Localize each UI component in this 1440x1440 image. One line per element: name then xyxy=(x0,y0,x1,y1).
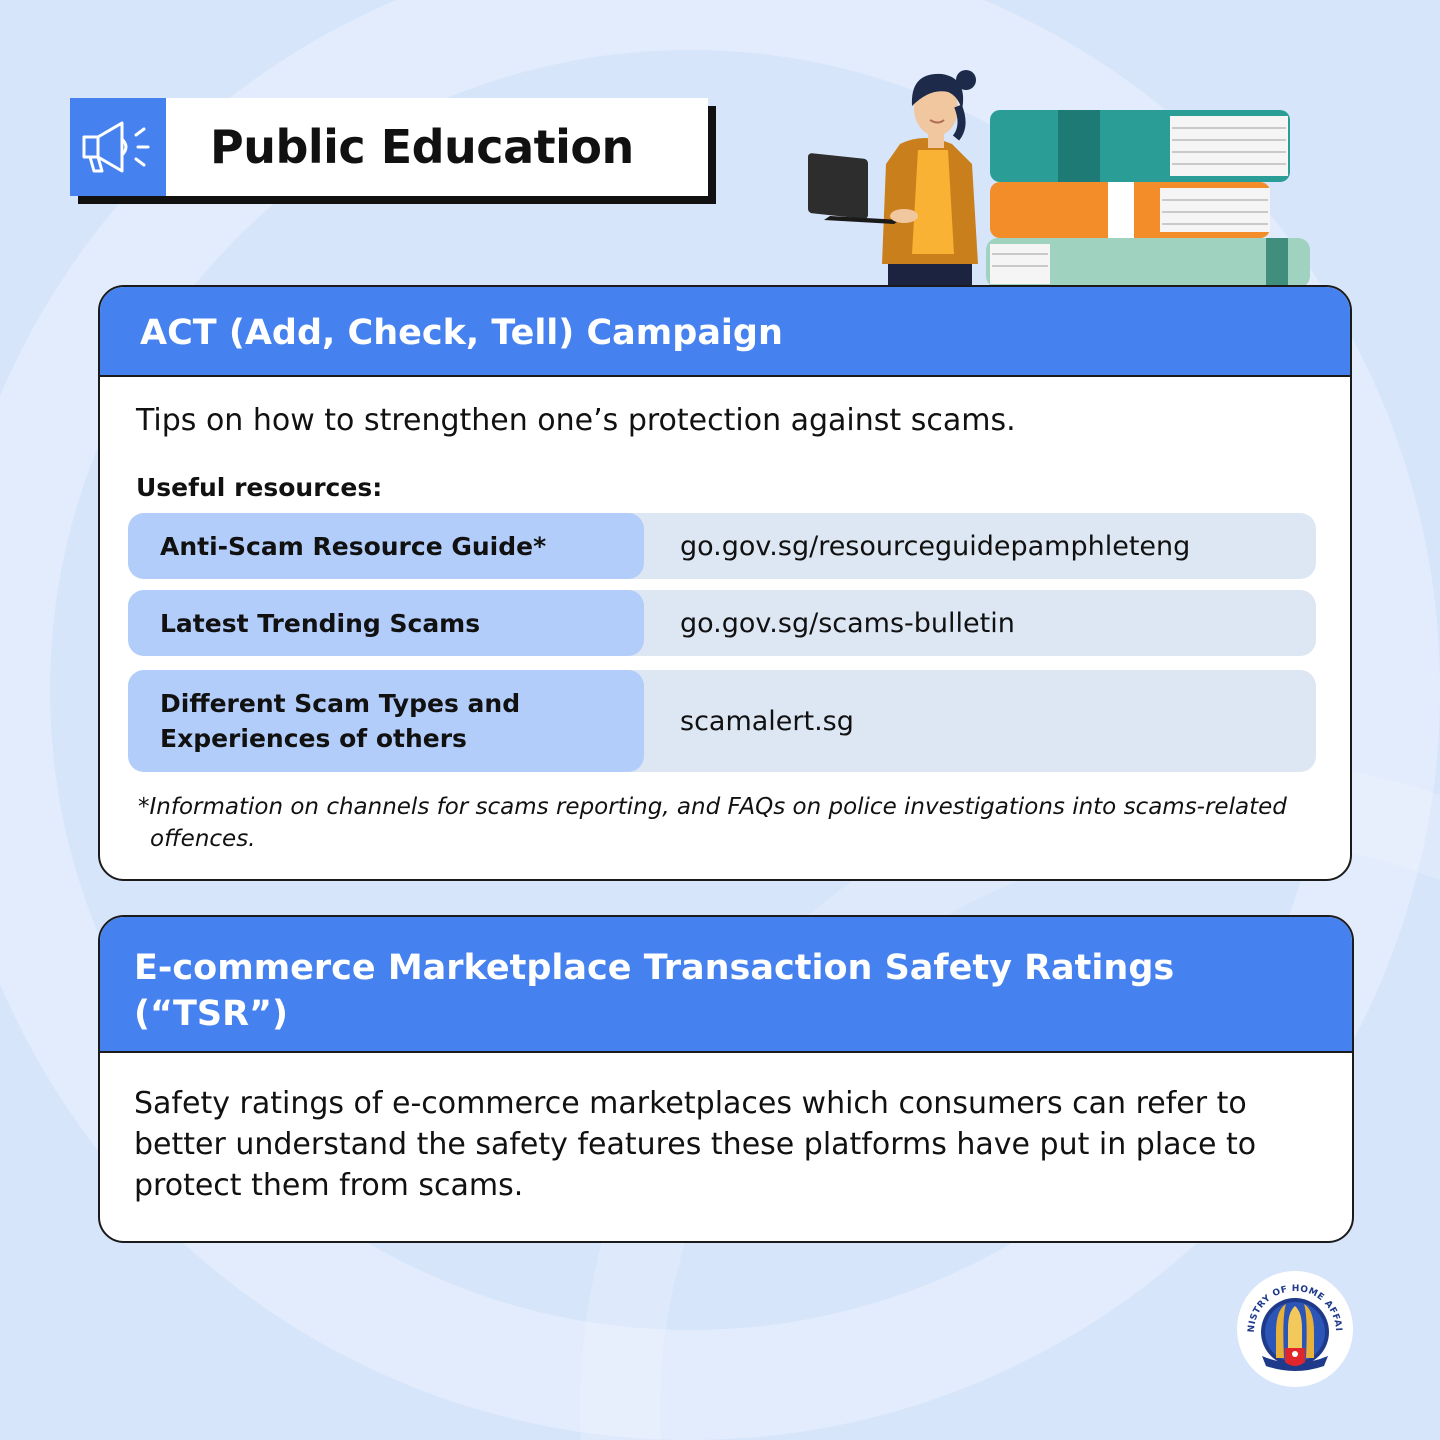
act-campaign-title: ACT (Add, Check, Tell) Campaign xyxy=(100,287,1350,377)
act-campaign-description: Tips on how to strengthen one’s protecti… xyxy=(136,403,1016,438)
resource-label: Anti-Scam Resource Guide* xyxy=(128,513,644,579)
footnote: *Information on channels for scams repor… xyxy=(138,794,1287,852)
megaphone-icon xyxy=(82,121,150,173)
resource-row: Different Scam Types and Experiences of … xyxy=(128,670,1316,772)
books-icon xyxy=(986,110,1310,288)
resource-row: Latest Trending Scams go.gov.sg/scams-bu… xyxy=(128,590,1316,656)
act-campaign-card: ACT (Add, Check, Tell) Campaign Tips on … xyxy=(98,285,1352,881)
resource-link[interactable]: go.gov.sg/scams-bulletin xyxy=(680,607,1015,639)
resource-label: Latest Trending Scams xyxy=(128,590,644,656)
tsr-title: E-commerce Marketplace Transaction Safet… xyxy=(100,917,1352,1053)
tsr-description: Safety ratings of e-commerce marketplace… xyxy=(134,1086,1257,1203)
page-header: Public Education xyxy=(70,98,708,196)
useful-resources-label: Useful resources: xyxy=(136,473,383,502)
resource-label-text: Different Scam Types and Experiences of … xyxy=(160,689,521,753)
ministry-of-home-affairs-logo: MINISTRY OF HOME AFFAIRS xyxy=(1236,1270,1353,1387)
page-title: Public Education xyxy=(210,120,634,174)
resource-row: Anti-Scam Resource Guide* go.gov.sg/reso… xyxy=(128,513,1316,579)
resource-link[interactable]: go.gov.sg/resourceguidepamphleteng xyxy=(680,530,1191,562)
resource-link[interactable]: scamalert.sg xyxy=(680,705,854,737)
resource-label: Different Scam Types and Experiences of … xyxy=(128,670,644,772)
woman-icon xyxy=(808,70,978,288)
header-icon-box xyxy=(70,98,166,196)
tsr-card: E-commerce Marketplace Transaction Safet… xyxy=(98,915,1354,1243)
woman-with-books-illustration xyxy=(808,70,1310,288)
